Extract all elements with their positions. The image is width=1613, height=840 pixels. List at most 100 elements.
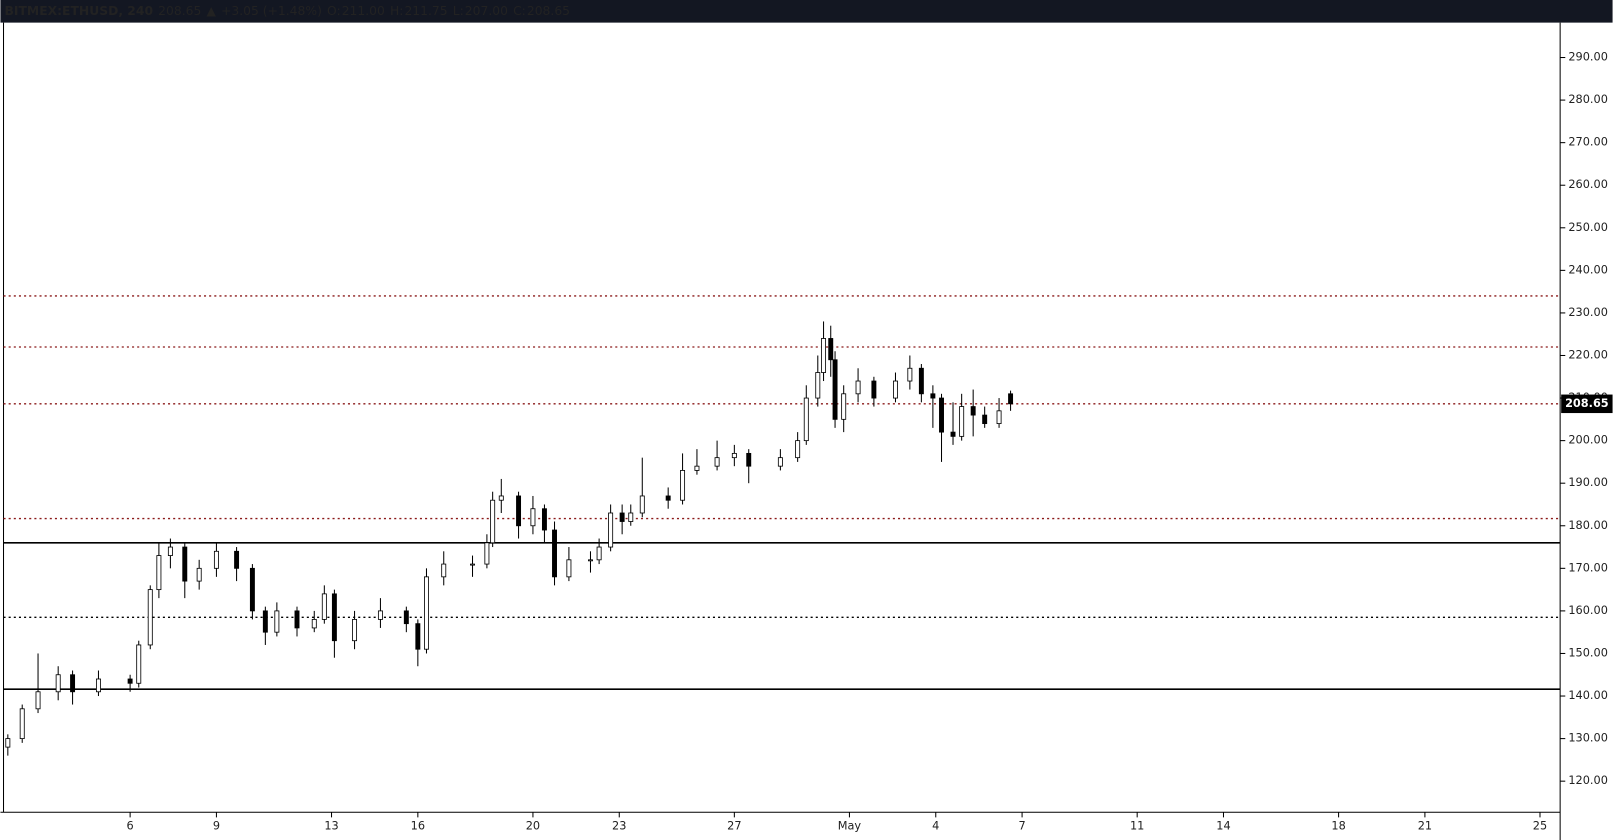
candle-body	[665, 495, 671, 501]
header-bar	[0, 0, 1613, 23]
y-tick-label: 140.00	[1568, 689, 1608, 702]
candle-body	[262, 610, 268, 633]
x-tick-label: 14	[1216, 820, 1230, 833]
y-tick-label: 250.00	[1568, 221, 1608, 234]
candle-body	[55, 674, 61, 693]
candle-body	[694, 465, 700, 471]
candle-body	[403, 610, 409, 625]
candle-body	[959, 406, 965, 437]
candle-body	[608, 512, 614, 548]
x-tick-label: 23	[612, 820, 626, 833]
candle-body	[982, 414, 988, 425]
y-tick-label: 280.00	[1568, 93, 1608, 106]
header-text: L:	[453, 4, 464, 18]
candle-body	[490, 499, 496, 544]
candle-body	[415, 623, 421, 650]
candle-body	[893, 380, 898, 399]
y-tick-label: 220.00	[1568, 348, 1608, 361]
header-text: 208.65	[527, 4, 570, 18]
x-tick-label: 20	[526, 820, 540, 833]
header-text: ▲	[206, 4, 216, 18]
candle-body	[321, 593, 327, 620]
y-tick-label: 260.00	[1568, 178, 1608, 191]
candle-body	[996, 410, 1002, 425]
x-tick-label: 25	[1533, 820, 1547, 833]
last-price-box	[1561, 394, 1613, 414]
y-tick-label: 130.00	[1568, 732, 1608, 745]
candle-body	[731, 452, 737, 459]
levels	[3, 295, 1561, 691]
header-text: O:	[327, 4, 341, 18]
header-text: +3.05 (+1.48%)	[221, 4, 322, 18]
candle-body	[871, 380, 877, 399]
candle-body	[855, 380, 861, 395]
candle-body	[213, 550, 219, 569]
candle-body	[35, 691, 41, 710]
candle-body	[294, 610, 300, 629]
candle-body	[377, 610, 383, 620]
candle-body	[639, 495, 645, 514]
candle-body	[249, 567, 255, 612]
candle-body	[832, 359, 838, 420]
candle-body	[147, 589, 153, 646]
candle-body	[156, 555, 162, 591]
x-tick-label: 11	[1130, 820, 1144, 833]
candle-body	[352, 618, 358, 642]
candle-body	[1008, 393, 1014, 405]
candle-body	[19, 708, 25, 740]
candle-body	[311, 618, 317, 629]
x-tick-label: 27	[727, 820, 741, 833]
candle-body	[5, 738, 11, 748]
candle-body	[498, 495, 504, 501]
x-tick-label: May	[838, 820, 862, 833]
candle-body	[424, 576, 429, 650]
candle-body	[821, 338, 827, 373]
y-tick-label: 120.00	[1568, 774, 1608, 787]
y-tick-label: 170.00	[1568, 561, 1608, 574]
candle-body	[828, 338, 834, 361]
y-tick-label: 160.00	[1568, 604, 1608, 617]
candle-body	[714, 457, 720, 467]
candle-body	[566, 559, 572, 578]
candle-body	[167, 546, 173, 556]
x-tick-label: 13	[324, 820, 338, 833]
candle-body	[530, 508, 536, 527]
x-tick-label: 6	[127, 820, 134, 833]
y-tick-label: 240.00	[1568, 263, 1608, 276]
candle-body	[777, 457, 783, 467]
y-tick-label: 190.00	[1568, 476, 1608, 489]
candle-body	[516, 495, 522, 527]
candle-body	[918, 367, 924, 395]
candle-body	[596, 546, 602, 561]
candle-body	[484, 542, 490, 565]
x-tick-label: 16	[411, 820, 425, 833]
candle-body	[234, 550, 240, 569]
x-tick-label: 18	[1331, 820, 1345, 833]
y-tick-label: 180.00	[1568, 519, 1608, 532]
candle-body	[95, 678, 101, 693]
candle-body	[552, 529, 557, 578]
candle-body	[127, 678, 133, 684]
candle-body	[628, 512, 634, 522]
candle-body	[441, 563, 447, 578]
x-tick-label: 7	[1018, 820, 1025, 833]
candle-body	[70, 674, 76, 693]
x-tick-label: 21	[1418, 820, 1432, 833]
header-text: 208.65	[158, 4, 201, 18]
candle-body	[331, 593, 337, 642]
candle-body	[795, 440, 801, 459]
candle-body	[588, 559, 593, 562]
header-text: BITMEX:ETHUSD, 240	[5, 4, 154, 18]
candle-body	[182, 546, 188, 582]
candle-body	[196, 567, 202, 582]
y-tick-label: 200.00	[1568, 434, 1608, 447]
header: BITMEX:ETHUSD, 240 208.65 ▲ +3.05 (+1.48%) O…	[5, 4, 570, 18]
candle-body	[136, 644, 142, 684]
candle-body	[803, 397, 809, 442]
y-tick-label: 270.00	[1568, 136, 1608, 149]
candles	[5, 321, 1014, 756]
candle-body	[841, 393, 847, 420]
candle-body	[541, 508, 547, 531]
